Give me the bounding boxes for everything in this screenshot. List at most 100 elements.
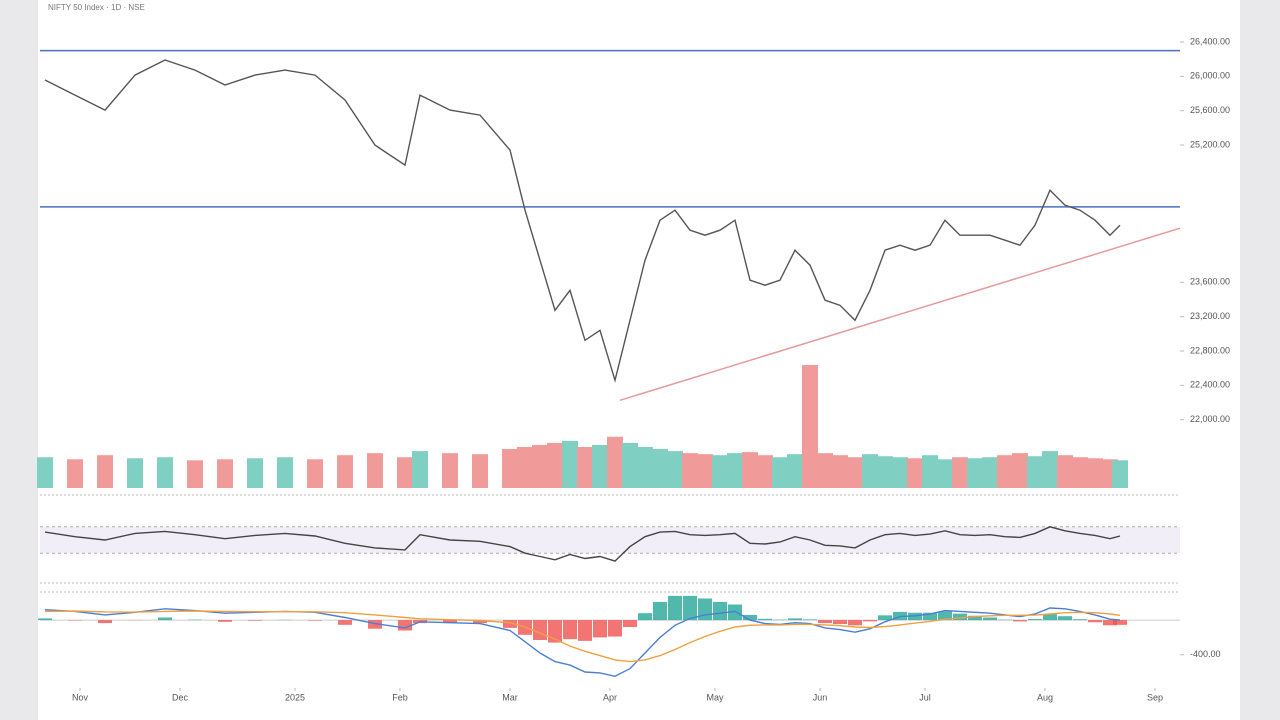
macd-histogram <box>443 620 457 624</box>
macd-histogram <box>623 620 637 628</box>
volume-bar <box>97 455 113 488</box>
volume-bar <box>397 457 413 488</box>
volume-bar <box>982 457 998 488</box>
macd-histogram <box>1073 619 1087 621</box>
volume-bar <box>607 436 623 488</box>
volume-bar <box>877 456 893 488</box>
volume-bar <box>157 457 173 488</box>
macd-histogram <box>248 620 262 621</box>
series-line <box>44 526 1121 562</box>
volume-bar <box>817 453 833 488</box>
rsi-band <box>40 526 1180 554</box>
macd-histogram <box>728 604 742 621</box>
y-tick-label: -400.00 <box>1190 649 1221 659</box>
macd-histogram <box>743 614 757 621</box>
macd-histogram <box>593 620 607 638</box>
macd-histogram <box>878 615 892 621</box>
volume-bar <box>592 444 608 488</box>
volume-bar <box>442 453 458 488</box>
volume-bar <box>472 454 488 488</box>
x-tick-label: 2025 <box>285 692 305 702</box>
y-tick-label: 26,000.00 <box>1190 71 1230 81</box>
volume-bar <box>532 444 548 488</box>
chart-title: NIFTY 50 Index · 1D · NSE <box>48 3 145 12</box>
macd-histogram <box>698 598 712 621</box>
volume-bar <box>952 457 968 488</box>
macd-histogram <box>473 620 487 624</box>
volume-bar <box>277 457 293 488</box>
macd-histogram <box>818 620 832 624</box>
volume-bar <box>832 455 848 488</box>
volume-bar <box>247 458 263 488</box>
x-tick-label: Dec <box>172 692 189 702</box>
macd-histogram <box>98 620 112 624</box>
y-tick-label: 23,600.00 <box>1190 277 1230 287</box>
volume-bar <box>1012 453 1028 488</box>
macd-histogram <box>338 620 352 625</box>
volume-bar <box>847 457 863 488</box>
volume-bar <box>502 449 518 488</box>
macd-histogram <box>1013 620 1027 622</box>
y-tick-label: 22,800.00 <box>1190 345 1230 355</box>
volume-bar <box>637 447 653 488</box>
volume-bar <box>697 454 713 488</box>
volume-bar <box>37 457 53 488</box>
x-tick-label: Aug <box>1037 692 1053 702</box>
x-tick-label: May <box>706 692 724 702</box>
volume-bar <box>667 451 683 488</box>
macd-histogram <box>668 595 682 621</box>
volume-bar <box>922 455 938 488</box>
volume-bar <box>622 442 638 488</box>
volume-bar <box>547 442 563 488</box>
macd-histogram <box>398 620 412 631</box>
trendline <box>619 227 1181 402</box>
volume-bar <box>187 460 203 488</box>
volume-bar <box>652 449 668 488</box>
macd-histogram <box>563 620 577 640</box>
series-line <box>44 59 1121 383</box>
macd-histogram <box>1028 619 1042 621</box>
series-line <box>44 610 1121 663</box>
volume-bar <box>862 454 878 488</box>
volume-bar <box>577 447 593 488</box>
macd-histogram <box>218 620 232 622</box>
macd-histogram <box>833 620 847 624</box>
volume-bar <box>682 453 698 488</box>
x-tick-label: Feb <box>392 692 408 702</box>
x-tick-label: Nov <box>72 692 89 702</box>
volume-bar <box>772 457 788 488</box>
x-tick-label: Sep <box>1147 692 1163 702</box>
volume-bar <box>67 459 83 488</box>
volume-bar <box>997 455 1013 488</box>
macd-histogram <box>983 617 997 621</box>
macd-histogram <box>503 620 517 628</box>
volume-bar <box>907 458 923 488</box>
macd-histogram <box>1103 620 1117 626</box>
macd-histogram <box>308 620 322 621</box>
volume-bar <box>412 451 428 488</box>
macd-histogram <box>578 620 592 641</box>
macd-histogram <box>1088 620 1102 623</box>
macd-histogram <box>608 620 622 637</box>
x-tick-label: Jul <box>919 692 931 702</box>
volume-bar <box>1072 457 1088 488</box>
volume-bar <box>307 459 323 488</box>
macd-histogram <box>788 618 802 621</box>
macd-histogram <box>953 613 967 621</box>
volume-bar <box>367 453 383 488</box>
macd-histogram <box>683 595 697 621</box>
macd-histogram <box>863 620 877 622</box>
volume-bar <box>217 459 233 488</box>
volume-bar <box>967 458 983 488</box>
volume-bar <box>1087 458 1103 488</box>
volume-bar <box>937 459 953 488</box>
volume-bar <box>562 440 578 488</box>
x-tick-label: Apr <box>603 692 617 702</box>
x-tick-label: Jun <box>813 692 828 702</box>
volume-bar <box>517 447 533 488</box>
macd-histogram <box>368 620 382 629</box>
macd-histogram <box>533 620 547 640</box>
y-tick-label: 22,000.00 <box>1190 414 1230 424</box>
macd-histogram <box>638 613 652 621</box>
